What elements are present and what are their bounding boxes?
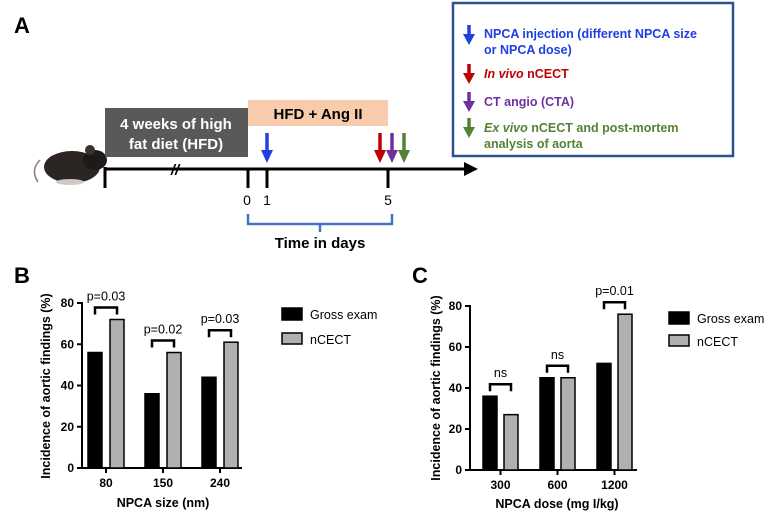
y-tick-label: 60 xyxy=(449,340,463,354)
legend-swatch-ncect xyxy=(668,334,690,347)
y-tick-label: 20 xyxy=(61,420,75,434)
legend-label-gross-exam: Gross exam xyxy=(697,312,764,326)
cta-arrow-icon xyxy=(386,133,398,163)
bar-ncect-80 xyxy=(109,318,125,469)
legend-swatch-gross-exam xyxy=(668,311,690,325)
legend-arrow-icon-ex-vivo xyxy=(463,118,475,138)
bar-ncect-150 xyxy=(166,351,182,469)
x-tick-label: 80 xyxy=(99,476,113,490)
significance-bracket xyxy=(150,339,176,348)
treatment-phase-box xyxy=(248,100,388,126)
treatment-phase-label: HFD + Ang II xyxy=(273,106,362,123)
legend-arrow-icon-cta xyxy=(463,92,475,112)
mouse-icon xyxy=(33,145,107,185)
legend-ex-vivo-line-2: analysis of aorta xyxy=(484,137,584,151)
x-tick-label: 300 xyxy=(490,478,510,492)
significance-label: p=0.02 xyxy=(144,323,183,337)
bar-gross-exam-150 xyxy=(144,393,160,469)
y-axis-label: Incidence of aortic findings (%) xyxy=(429,295,443,480)
x-tick-label: 150 xyxy=(153,476,173,490)
legend-label-ncect: nCECT xyxy=(697,335,738,349)
timeline-legend-box xyxy=(451,1,735,158)
tick-label-0: 0 xyxy=(243,192,251,208)
panel-label-a: A xyxy=(14,13,30,38)
significance-bracket xyxy=(545,364,570,373)
panel-c-chart: C Incidence of aortic findings (%) NPCA … xyxy=(412,263,764,511)
timeline-arrowhead-icon xyxy=(464,162,478,176)
x-axis-label: NPCA dose (mg I/kg) xyxy=(495,497,618,511)
x-tick-label: 600 xyxy=(547,478,567,492)
significance-bracket xyxy=(602,300,627,310)
y-tick-label: 60 xyxy=(61,337,75,351)
y-tick-label: 0 xyxy=(455,463,462,477)
bar-gross-exam-80 xyxy=(87,351,103,469)
ex-vivo-arrow-icon xyxy=(398,133,410,163)
break-mark: // xyxy=(170,162,181,179)
pre-phase-line-1: 4 weeks of high xyxy=(120,116,232,133)
legend-injection-line-1: NPCA injection (different NPCA size xyxy=(484,27,697,41)
y-tick-label: 80 xyxy=(449,299,463,313)
pre-phase-box xyxy=(105,108,248,157)
y-tick-label: 20 xyxy=(449,422,463,436)
legend-cta: CT angio (CTA) xyxy=(484,95,574,109)
significance-label: p=0.01 xyxy=(595,284,634,298)
x-axis-label: NPCA size (nm) xyxy=(117,496,210,510)
bar-gross-exam-1200 xyxy=(596,362,612,471)
legend-swatch-ncect xyxy=(281,332,303,345)
legend-label-gross-exam: Gross exam xyxy=(310,308,377,322)
bar-gross-exam-300 xyxy=(482,395,498,471)
panel-a: A 4 weeks of high fat diet (HFD) HFD + A… xyxy=(14,1,735,252)
significance-label: p=0.03 xyxy=(87,290,126,304)
x-tick-label: 240 xyxy=(210,476,230,490)
legend-swatch-gross-exam xyxy=(281,307,303,321)
timeline-axis xyxy=(103,167,466,188)
panel-b-chart: B Incidence of aortic findings (%) NPCA … xyxy=(14,263,377,510)
panel-label-c: C xyxy=(412,263,428,288)
legend-in-vivo-text: nCECT xyxy=(524,67,570,81)
x-tick-label: 1200 xyxy=(601,478,628,492)
significance-label: p=0.03 xyxy=(201,312,240,326)
y-tick-label: 80 xyxy=(61,296,75,310)
bar-ncect-1200 xyxy=(617,313,633,471)
y-tick-label: 0 xyxy=(67,461,74,475)
significance-bracket xyxy=(93,306,119,315)
significance-label: ns xyxy=(551,348,564,362)
bar-ncect-600 xyxy=(560,377,576,471)
y-tick-label: 40 xyxy=(61,379,75,393)
time-label: Time in days xyxy=(275,235,366,252)
bar-gross-exam-600 xyxy=(539,377,555,471)
legend-arrow-icon-in-vivo xyxy=(463,64,475,84)
significance-label: ns xyxy=(494,366,507,380)
legend-label-ncect: nCECT xyxy=(310,333,351,347)
legend-ex-vivo-italic: Ex vivo xyxy=(484,121,528,135)
legend-arrow-icon-injection xyxy=(463,25,475,45)
panel-label-b: B xyxy=(14,263,30,288)
bar-gross-exam-240 xyxy=(201,376,217,469)
y-axis-label: Incidence of aortic findings (%) xyxy=(39,293,53,478)
injection-arrow-icon xyxy=(261,133,273,163)
significance-bracket xyxy=(207,328,233,338)
legend-in-vivo: In vivo nCECT xyxy=(484,67,569,81)
legend-ex-vivo-line-1: Ex vivo nCECT and post-mortem xyxy=(484,121,678,135)
pre-phase-line-2: fat diet (HFD) xyxy=(129,136,223,153)
legend-in-vivo-italic: In vivo xyxy=(484,67,524,81)
legend-ex-vivo-text: nCECT and post-mortem xyxy=(528,121,679,135)
tick-label-5: 5 xyxy=(384,192,392,208)
time-bracket xyxy=(246,214,394,232)
significance-bracket xyxy=(488,382,513,392)
bar-ncect-300 xyxy=(503,413,519,471)
legend-injection-line-2: or NPCA dose) xyxy=(484,43,572,57)
in-vivo-arrow-icon xyxy=(374,133,386,163)
y-tick-label: 40 xyxy=(449,381,463,395)
tick-label-1: 1 xyxy=(263,192,271,208)
bar-ncect-240 xyxy=(223,341,239,469)
